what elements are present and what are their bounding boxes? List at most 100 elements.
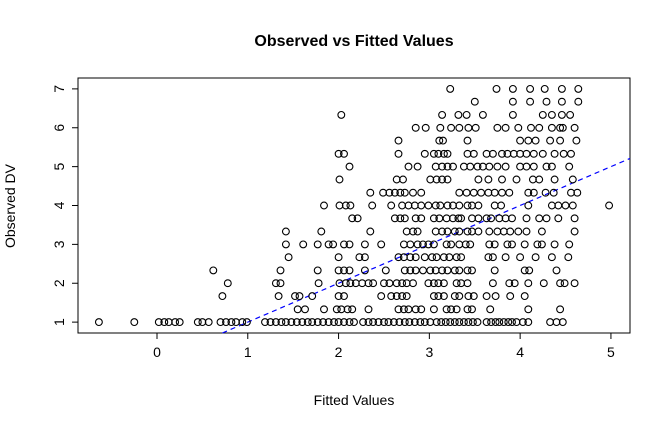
data-point	[319, 318, 328, 327]
data-point	[416, 318, 425, 327]
data-point	[570, 214, 579, 223]
data-point	[345, 266, 354, 275]
data-point	[436, 123, 445, 132]
data-point	[429, 240, 438, 249]
data-point	[542, 214, 551, 223]
data-point	[482, 318, 491, 327]
data-point	[350, 318, 358, 327]
y-tick-label: 1	[51, 318, 67, 326]
data-point	[501, 253, 510, 262]
data-point	[455, 240, 464, 249]
data-point	[574, 97, 583, 106]
data-point	[455, 318, 464, 327]
data-point	[537, 240, 546, 249]
data-point	[420, 149, 429, 158]
data-point	[469, 188, 478, 197]
data-point	[505, 279, 514, 288]
data-point	[573, 188, 582, 197]
data-point	[474, 175, 483, 184]
data-point	[447, 123, 456, 132]
data-point	[455, 201, 464, 210]
data-point	[348, 214, 357, 223]
data-point	[469, 149, 478, 158]
data-point	[535, 175, 544, 184]
x-tick-label: 4	[516, 344, 524, 360]
data-point	[337, 110, 346, 119]
data-point	[276, 279, 285, 288]
data-point	[434, 149, 443, 158]
data-point	[369, 318, 378, 327]
data-point	[299, 240, 308, 249]
data-point	[505, 188, 514, 197]
data-point	[516, 162, 525, 171]
data-point	[394, 149, 403, 158]
data-point	[485, 227, 494, 236]
data-point	[520, 292, 529, 301]
data-point	[468, 305, 476, 314]
data-point	[284, 253, 293, 262]
data-point	[449, 162, 457, 171]
data-point	[409, 227, 417, 236]
data-point	[547, 253, 556, 262]
data-point	[529, 188, 538, 197]
data-point	[463, 305, 472, 314]
data-point	[487, 214, 496, 223]
data-point	[570, 279, 579, 288]
data-point	[568, 201, 577, 210]
data-point	[293, 305, 302, 314]
data-point	[417, 305, 426, 314]
data-point	[292, 318, 301, 327]
data-point	[449, 214, 457, 223]
y-tick-label: 3	[51, 240, 67, 248]
data-point	[394, 136, 403, 145]
data-point	[437, 318, 446, 327]
data-point	[565, 240, 574, 249]
data-point	[360, 266, 369, 275]
data-point	[535, 214, 544, 223]
data-point	[538, 110, 547, 119]
data-point	[439, 292, 448, 301]
data-point	[443, 175, 452, 184]
data-point	[464, 318, 473, 327]
data-point	[374, 318, 383, 327]
data-point	[455, 292, 464, 301]
data-point	[295, 292, 304, 301]
data-point	[524, 136, 533, 145]
data-point	[402, 292, 411, 301]
data-point	[334, 292, 343, 301]
data-point	[400, 318, 409, 327]
data-point	[261, 318, 269, 327]
data-point	[506, 292, 515, 301]
data-point	[394, 305, 403, 314]
data-point	[298, 318, 307, 327]
data-point	[439, 136, 447, 145]
data-point	[450, 227, 459, 236]
data-point	[271, 279, 280, 288]
data-point	[524, 279, 533, 288]
data-point	[238, 318, 247, 327]
data-point	[498, 149, 506, 158]
data-point	[353, 214, 362, 223]
data-point	[432, 175, 441, 184]
data-point	[514, 123, 523, 132]
data-point	[522, 149, 531, 158]
data-point	[510, 279, 519, 288]
data-point	[508, 110, 517, 119]
data-point	[457, 279, 466, 288]
data-point	[567, 149, 575, 158]
data-point	[340, 292, 348, 301]
x-tick-label: 0	[153, 344, 161, 360]
data-point	[390, 188, 399, 197]
data-point	[552, 266, 561, 275]
data-point	[557, 84, 566, 93]
data-point	[490, 240, 499, 249]
data-point	[360, 240, 369, 249]
data-point	[446, 84, 455, 93]
data-point	[346, 201, 355, 210]
data-point	[409, 188, 417, 197]
data-point	[204, 318, 213, 327]
data-point	[301, 305, 309, 314]
data-point	[533, 240, 542, 249]
data-point	[154, 318, 163, 327]
data-point	[329, 240, 338, 249]
